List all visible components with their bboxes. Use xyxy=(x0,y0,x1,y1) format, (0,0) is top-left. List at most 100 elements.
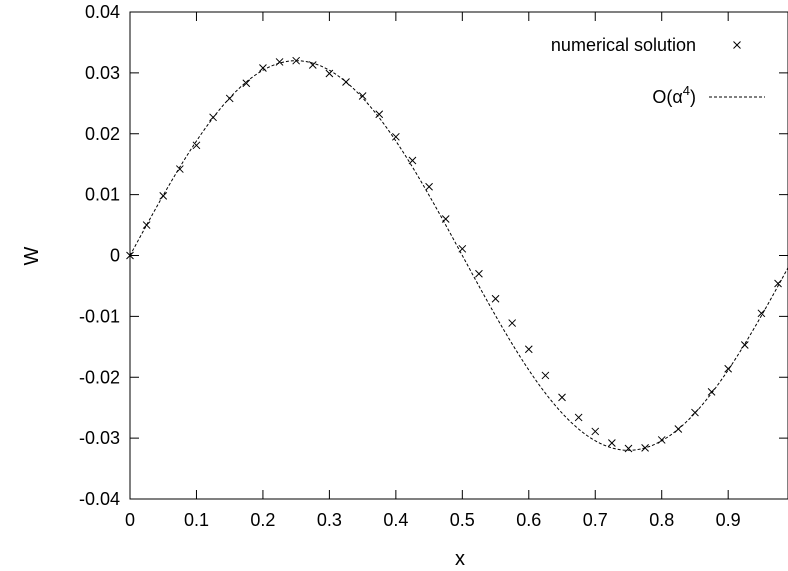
y-tick-label: -0.04 xyxy=(79,489,120,509)
data-point-numerical xyxy=(608,439,616,447)
data-point-numerical xyxy=(358,92,367,100)
cross-stroke xyxy=(757,309,766,318)
data-point-numerical xyxy=(308,61,317,69)
cross-stroke xyxy=(508,319,517,327)
data-point-numerical xyxy=(757,309,766,318)
data-point-numerical xyxy=(142,221,151,229)
data-point-numerical xyxy=(458,244,467,253)
series-analytic-line xyxy=(129,60,788,451)
cross-stroke xyxy=(774,279,782,288)
cross-stroke xyxy=(342,78,350,86)
cross-stroke xyxy=(707,388,716,396)
cross-stroke xyxy=(358,92,367,100)
x-tick-label: 0.1 xyxy=(184,510,209,530)
cross-stroke xyxy=(259,64,267,72)
y-axis-label: W xyxy=(21,246,43,265)
cross-stroke xyxy=(657,436,666,444)
data-point-numerical xyxy=(392,132,400,141)
y-tick-label: -0.01 xyxy=(79,306,120,326)
cross-stroke xyxy=(475,269,483,278)
cross-stroke xyxy=(458,244,467,253)
cross-stroke xyxy=(558,393,566,402)
series-analytic-layer xyxy=(129,60,788,451)
cross-stroke xyxy=(641,444,649,452)
y-tick-label: 0.04 xyxy=(85,2,120,22)
data-point-numerical xyxy=(209,113,217,122)
data-point-numerical xyxy=(259,64,267,72)
data-point-numerical xyxy=(774,279,782,288)
axis-ticks: 0 0.1 0.2 0.3 0.4 0.5 0.6 0.7 0.8 0.9 0.04 0.03 0.02… xyxy=(79,2,788,530)
data-point-numerical xyxy=(624,444,633,453)
cross-stroke xyxy=(209,113,217,122)
data-point-numerical xyxy=(724,364,733,373)
x-tick-label: 0.2 xyxy=(250,510,275,530)
y-tick-label: 0 xyxy=(110,246,120,266)
data-point-numerical xyxy=(325,69,334,78)
cross-stroke xyxy=(175,165,184,173)
x-axis-label: x xyxy=(455,548,465,570)
cross-stroke xyxy=(159,191,168,200)
series-numerical-layer xyxy=(126,56,782,453)
y-tick-label: -0.02 xyxy=(79,367,120,387)
data-point-numerical xyxy=(441,215,450,223)
y-tick-label: 0.01 xyxy=(85,185,120,205)
cross-stroke xyxy=(126,251,134,260)
x-tick-label: 0.3 xyxy=(317,510,342,530)
data-point-numerical xyxy=(126,251,134,260)
cross-stroke xyxy=(724,364,733,373)
cross-stroke xyxy=(292,56,301,65)
data-point-numerical xyxy=(707,388,716,396)
cross-stroke xyxy=(574,413,583,422)
data-point-numerical xyxy=(574,413,583,422)
cross-stroke xyxy=(740,341,749,349)
data-point-numerical xyxy=(558,393,566,402)
cross-stroke xyxy=(691,408,699,417)
cross-stroke xyxy=(225,94,234,103)
legend-cross xyxy=(733,41,741,49)
cross-stroke xyxy=(308,61,317,69)
data-point-numerical xyxy=(524,345,533,354)
x-tick-label: 0.4 xyxy=(383,510,408,530)
y-tick-label: -0.03 xyxy=(79,428,120,448)
data-point-numerical xyxy=(275,58,284,66)
data-point-numerical xyxy=(292,56,301,65)
cross-stroke xyxy=(491,294,500,303)
cross-stroke xyxy=(425,182,433,191)
x-tick-label: 0.5 xyxy=(450,510,475,530)
data-point-numerical xyxy=(657,436,666,444)
data-point-numerical xyxy=(159,191,168,200)
cross-stroke xyxy=(375,110,384,119)
data-point-numerical xyxy=(541,371,550,380)
cross-stroke xyxy=(541,371,550,380)
cross-stroke xyxy=(242,79,251,88)
data-point-numerical xyxy=(475,269,483,278)
data-point-numerical xyxy=(425,182,433,191)
data-point-numerical xyxy=(342,78,350,86)
data-point-numerical xyxy=(408,156,417,165)
y-tick-label: 0.02 xyxy=(85,124,120,144)
legend: numerical solution O(α4) xyxy=(551,35,765,107)
legend-label-numerical: numerical solution xyxy=(551,35,696,55)
x-tick-label: 0 xyxy=(125,510,135,530)
data-point-numerical xyxy=(674,425,683,433)
cross-stroke xyxy=(408,156,417,165)
y-tick-label: 0.03 xyxy=(85,63,120,83)
x-tick-label: 0.6 xyxy=(516,510,541,530)
legend-label-analytic: O(α4) xyxy=(652,83,696,107)
cross-stroke xyxy=(325,69,334,78)
data-point-numerical xyxy=(508,319,517,327)
data-point-numerical xyxy=(192,141,201,150)
cross-stroke xyxy=(441,215,450,223)
cross-stroke xyxy=(733,41,741,49)
cross-stroke xyxy=(275,58,284,66)
cross-stroke xyxy=(192,141,201,150)
data-point-numerical xyxy=(225,94,234,103)
data-point-numerical xyxy=(491,294,500,303)
legend-marker-numerical xyxy=(733,41,741,49)
cross-stroke xyxy=(674,425,683,433)
x-tick-label: 0.8 xyxy=(649,510,674,530)
cross-stroke xyxy=(624,444,633,453)
data-point-numerical xyxy=(641,444,649,452)
cross-stroke xyxy=(142,221,151,229)
